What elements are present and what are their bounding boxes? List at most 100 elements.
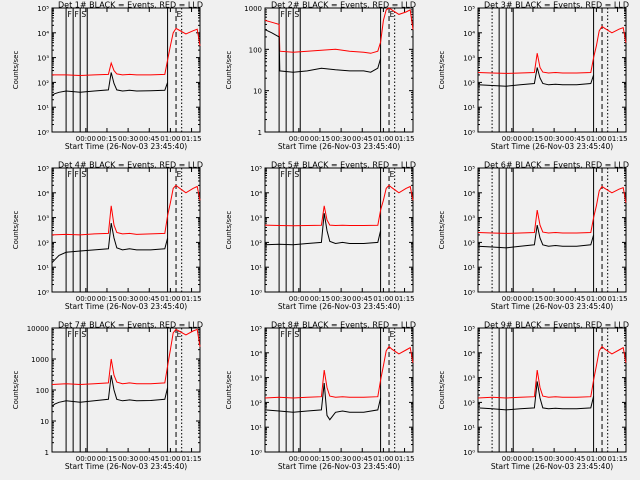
series-events-line [477,224,595,249]
x-tick-label: 00:30 [118,455,138,463]
x-tick-label: 00:30 [118,295,138,303]
y-tick-label: 10⁰ [463,449,475,457]
panel-det-1: Det 1# BLACK = Events, RED = LLD 10⁰ 10¹ 10… [12,1,203,152]
y-tick-label: 10¹ [250,424,262,432]
event-marker-label: F [75,10,79,19]
series-lld-line [51,328,201,386]
event-marker-label: F [67,170,71,179]
x-tick-label: 01:15 [394,135,414,143]
series-lld-line [51,184,201,236]
x-tick-label: 00:45 [352,295,372,303]
y-tick-label: 10³ [37,215,49,223]
y-tick-label: 1 [45,449,49,457]
x-tick-label: 01:15 [607,295,627,303]
y-axis-label: Counts/sec [225,51,233,90]
x-tick-label: 01:15 [181,455,201,463]
y-axis-label: Counts/sec [12,211,20,250]
x-tick-label: 00:15 [523,455,543,463]
event-marker-label: E [177,170,182,179]
y-tick-label: 10¹ [250,264,262,272]
event-marker-label: F [280,10,284,19]
x-tick-label: 01:00 [160,295,180,303]
event-marker-label: S [294,170,299,179]
panel-det-5: Det 5# BLACK = Events, RED = LLD 10⁰ 10¹ 10… [225,161,416,312]
x-tick-label: 01:15 [181,135,201,143]
y-tick-label: 10⁴ [37,30,49,38]
y-tick-label: 10⁵ [463,5,475,13]
series-events-line [51,72,169,96]
event-marker-label: S [81,170,86,179]
y-tick-label: 10⁰ [250,449,262,457]
x-axis-label: Start Time (26-Nov-03 23:45:40) [491,302,613,311]
x-tick-label: 00:30 [118,135,138,143]
y-axis-label: Counts/sec [438,51,446,90]
x-axis-label: Start Time (26-Nov-03 23:45:40) [65,142,187,151]
event-marker-label: F [288,170,292,179]
event-marker-label: E [177,10,182,19]
y-tick-label: 10 [253,88,262,96]
y-tick-label: 10⁵ [250,165,262,173]
plot-frame [477,167,627,293]
panel-title: Det 9# BLACK = Events, RED = LLD [484,321,629,330]
event-marker-label: F [280,170,284,179]
y-tick-label: 10³ [463,55,475,63]
event-marker-label: S [294,10,299,19]
y-tick-label: 10⁴ [463,190,475,198]
y-tick-label: 100 [36,387,49,395]
panel-det-9: Det 9# BLACK = Events, RED = LLD 10⁰ 10¹ 10… [438,321,629,472]
x-tick-label: 00:15 [97,135,117,143]
series-events-line [51,375,169,407]
panel-det-2: Det 2# BLACK = Events, RED = LLD 1 10 100 10… [225,1,416,152]
event-marker-label: F [288,10,292,19]
x-tick-label: 00:30 [544,135,564,143]
x-tick-label: 00:45 [139,135,159,143]
y-tick-label: 10³ [463,215,475,223]
y-tick-label: 10⁰ [37,129,49,137]
series-lld-line [264,184,414,227]
y-tick-label: 10⁴ [37,190,49,198]
x-tick-label: 00:15 [523,295,543,303]
x-tick-label: 00:15 [310,295,330,303]
panel-title: Det 5# BLACK = Events, RED = LLD [271,161,416,170]
y-tick-label: 10⁴ [250,350,262,358]
x-tick-label: 00:15 [310,455,330,463]
y-tick-label: 10⁰ [463,129,475,137]
x-tick-label: 00:00 [289,295,309,303]
x-tick-label: 01:00 [586,135,606,143]
y-tick-label: 10³ [250,215,262,223]
x-tick-label: 00:45 [139,295,159,303]
event-marker-label: F [67,10,71,19]
x-axis-label: Start Time (26-Nov-03 23:45:40) [278,302,400,311]
series-lld-line [52,27,201,77]
series-events-line [264,29,382,73]
x-tick-label: 00:00 [76,455,96,463]
x-tick-label: 00:00 [289,455,309,463]
x-tick-label: 01:15 [394,295,414,303]
panel-title: Det 7# BLACK = Events, RED = LLD [58,321,203,330]
y-tick-label: 10³ [250,375,262,383]
event-marker-label: S [81,330,86,339]
x-tick-label: 00:00 [76,295,96,303]
x-tick-label: 00:15 [523,135,543,143]
y-tick-label: 10⁵ [37,5,49,13]
plot-frame [264,167,414,293]
series-events-line [51,223,169,264]
x-tick-label: 00:00 [289,135,309,143]
x-axis-label: Start Time (26-Nov-03 23:45:40) [491,462,613,471]
y-tick-label: 10² [37,79,49,87]
x-tick-label: 00:30 [331,295,351,303]
x-tick-label: 01:00 [373,135,393,143]
event-marker-label: F [288,330,292,339]
x-tick-label: 01:15 [394,455,414,463]
x-tick-label: 01:15 [607,135,627,143]
y-tick-label: 10⁵ [37,165,49,173]
panel-title: Det 2# BLACK = Events, RED = LLD [271,1,416,10]
y-tick-label: 10¹ [37,104,49,112]
y-tick-label: 10¹ [463,264,475,272]
panel-title: Det 6# BLACK = Events, RED = LLD [484,161,629,170]
plot-frame [477,327,627,453]
panel-title: Det 8# BLACK = Events, RED = LLD [271,321,416,330]
y-tick-label: 10¹ [37,264,49,272]
y-tick-label: 10⁵ [463,165,475,173]
event-marker-label: S [294,330,299,339]
